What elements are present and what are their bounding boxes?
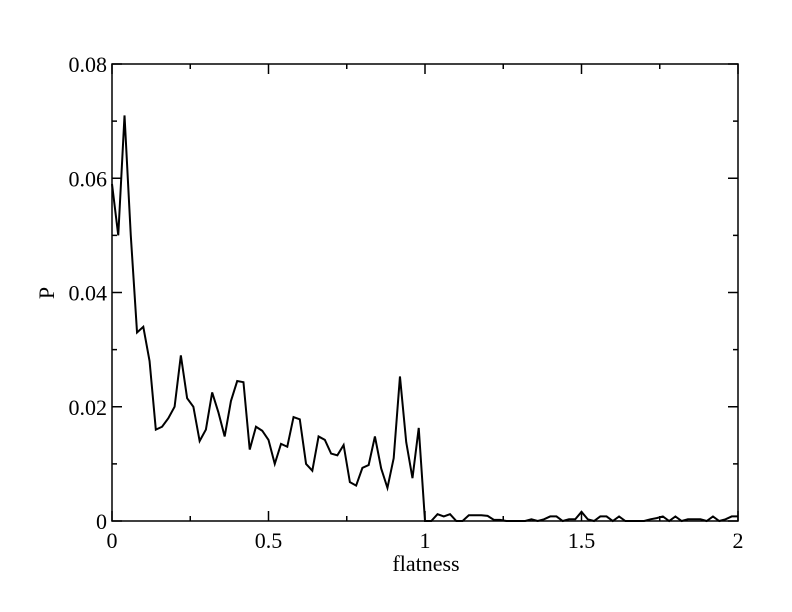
y-tick-label: 0 bbox=[96, 509, 107, 534]
y-tick-label: 0.02 bbox=[69, 395, 108, 420]
x-axis-label: flatness bbox=[392, 551, 459, 576]
y-tick-label: 0.06 bbox=[69, 166, 108, 191]
y-axis-label: P bbox=[34, 287, 59, 299]
y-tick-label: 0.04 bbox=[69, 281, 108, 306]
x-tick-label: 2 bbox=[733, 528, 744, 553]
x-tick-label: 1 bbox=[420, 528, 431, 553]
x-tick-label: 1.5 bbox=[568, 528, 596, 553]
tick-labels: 0 0.5 1 1.5 2 0 0.02 0.04 0.06 0.08 bbox=[69, 52, 744, 553]
y-tick-label: 0.08 bbox=[69, 52, 108, 77]
plot-frame bbox=[111, 63, 739, 522]
axis-ticks bbox=[111, 63, 739, 522]
x-tick-label: 0.5 bbox=[255, 528, 283, 553]
series-line bbox=[111, 115, 738, 523]
x-tick-label: 0 bbox=[107, 528, 118, 553]
